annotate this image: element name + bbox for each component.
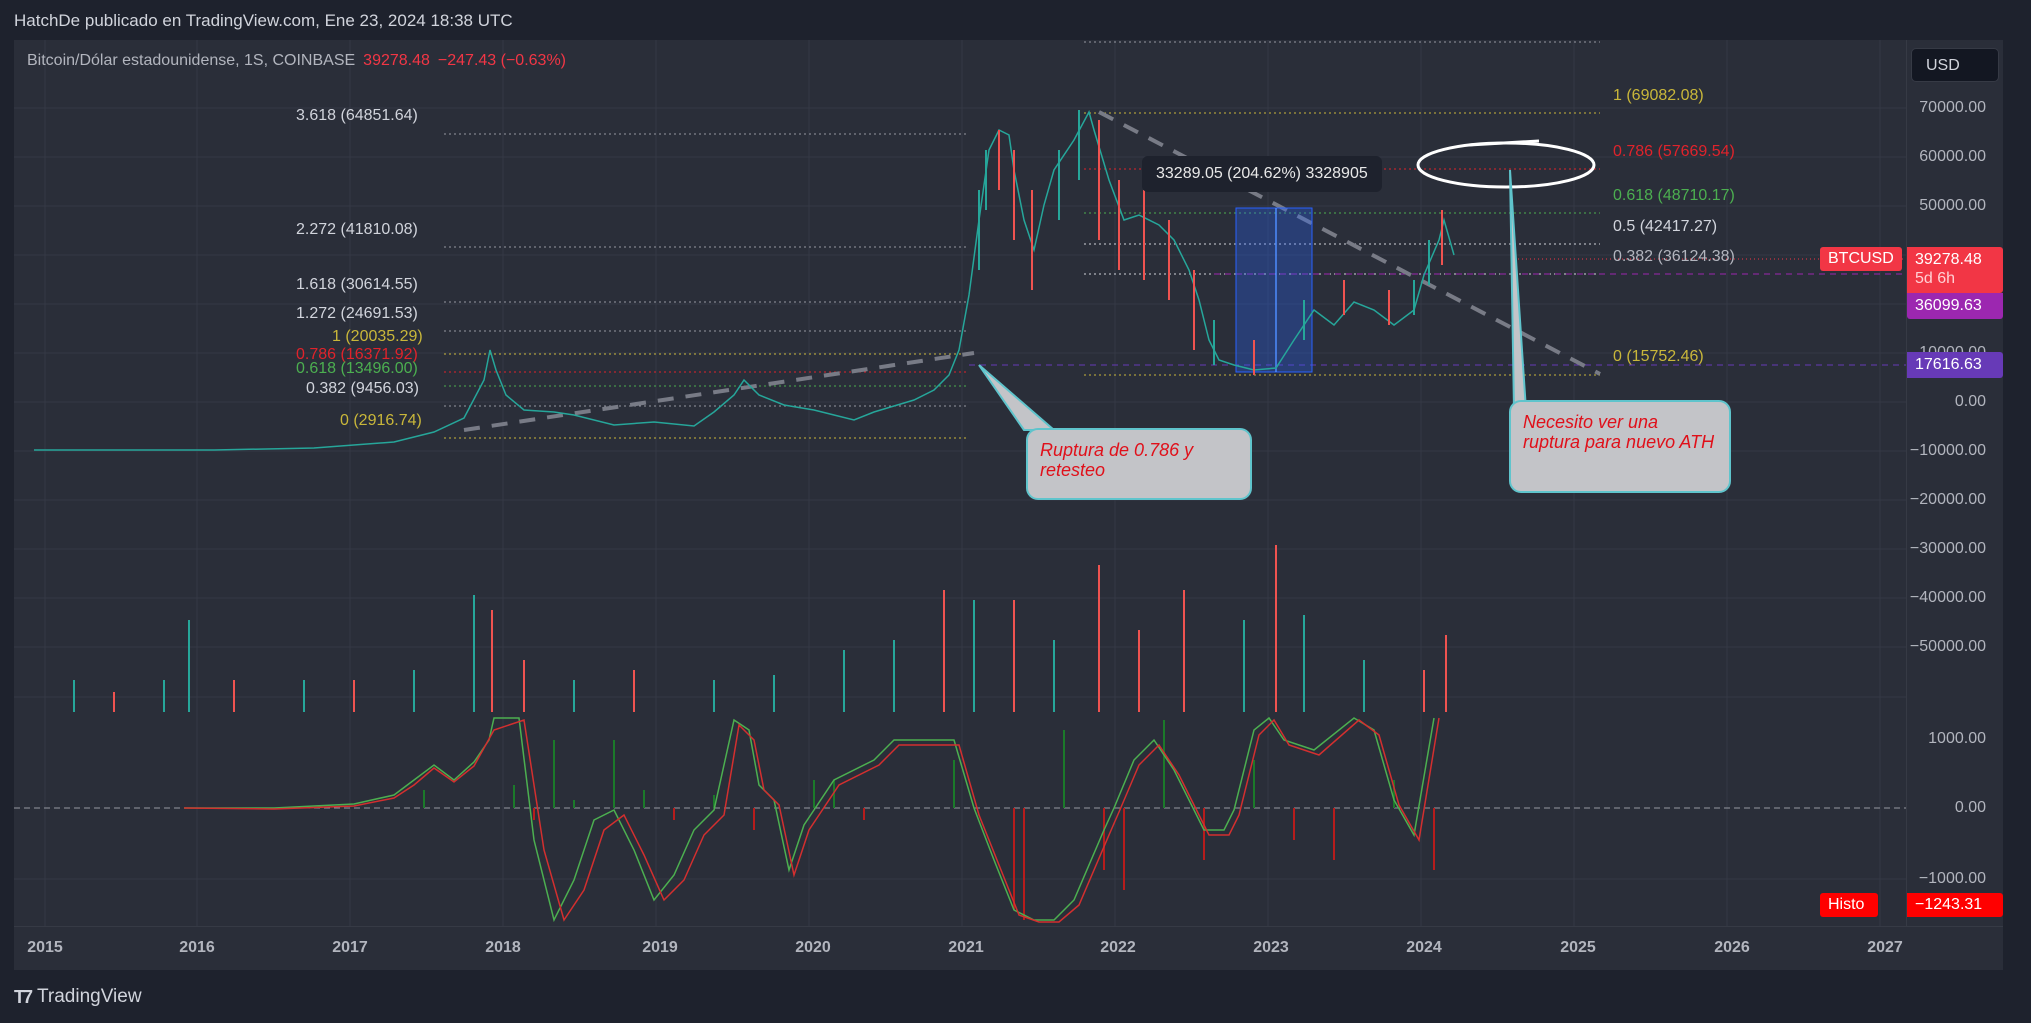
legend-price: 39278.48 [363,52,430,69]
time-tick: 2025 [1560,939,1596,956]
fib-ext-2272: 2.272 (41810.08) [296,221,418,238]
time-tick: 2027 [1867,939,1903,956]
macd-tick: 1000.00 [1928,730,1986,747]
fib-ret-0618: 0.618 (48710.17) [1613,187,1735,204]
bar-countdown: 5d 6h [1915,270,1956,287]
time-tick: 2017 [332,939,368,956]
fib-ext-3618: 3.618 (64851.64) [296,107,418,124]
brand-name: TradingView [37,986,142,1007]
time-tick: 2022 [1100,939,1136,956]
level-badge-purple: 36099.63 [1907,293,2003,319]
time-tick: 2021 [948,939,984,956]
annotation-callout-ath[interactable]: Necesito ver una ruptura para nuevo ATH [1509,400,1731,493]
time-tick: 2016 [179,939,215,956]
fib-ext-1618: 1.618 (30614.55) [296,276,418,293]
price-tick: 0.00 [1954,393,1986,410]
price-tick: 70000.00 [1919,99,1986,116]
level-badge-violet: 17616.63 [1907,352,2003,378]
legend-change: −247.43 (−0.63%) [437,52,566,69]
tradingview-brand[interactable]: T7 TradingView [14,986,142,1008]
time-axis[interactable]: 2015 2016 2017 2018 2019 2020 2021 2022 … [14,926,2003,971]
symbol-title: Bitcoin/Dólar estadounidense, 1S, COINBA… [27,52,356,69]
time-tick: 2015 [27,939,63,956]
last-price-badge: 39278.48 5d 6h [1907,247,2003,293]
macd-tick: −1000.00 [1918,870,1986,887]
macd-tick: 0.00 [1954,799,1986,816]
symbol-tag-badge: BTCUSD [1820,247,1902,271]
price-tick: −20000.00 [1909,491,1986,508]
histo-label-badge: Histo [1820,893,1878,917]
measure-tooltip: 33289.05 (204.62%) 3328905 [1142,156,1382,192]
price-tick: −50000.00 [1909,638,1986,655]
fib-ext-0786: 0.786 (16371.92) [296,346,418,363]
plot-area[interactable]: Bitcoin/Dólar estadounidense, 1S, COINBA… [14,40,1906,926]
chart-panel[interactable]: Bitcoin/Dólar estadounidense, 1S, COINBA… [14,40,2003,970]
fib-ext-1272: 1.272 (24691.53) [296,305,418,322]
price-tick: 50000.00 [1919,197,1986,214]
time-tick: 2019 [642,939,678,956]
fib-ext-0382: 0.382 (9456.03) [306,380,419,397]
histo-value-badge: −1243.31 [1907,893,2003,917]
tradingview-logo-icon: T7 [14,986,33,1007]
price-tick: −10000.00 [1909,442,1986,459]
fib-ret-0786: 0.786 (57669.54) [1613,143,1735,160]
time-tick: 2026 [1714,939,1750,956]
time-tick: 2024 [1406,939,1442,956]
annotation-callout-retest[interactable]: Ruptura de 0.786 y retesteo [1026,428,1252,500]
fib-ext-1: 1 (20035.29) [332,328,423,345]
fib-ret-1: 1 (69082.08) [1613,87,1704,104]
publisher-line: HatchDe publicado en TradingView.com, En… [14,11,513,30]
last-price-value: 39278.48 [1915,251,1982,268]
price-tick: −40000.00 [1909,589,1986,606]
fib-ext-0618: 0.618 (13496.00) [296,360,418,377]
price-tick: −30000.00 [1909,540,1986,557]
symbol-legend[interactable]: Bitcoin/Dólar estadounidense, 1S, COINBA… [27,52,566,70]
price-tick: 60000.00 [1919,148,1986,165]
fib-ext-0: 0 (2916.74) [340,412,422,429]
time-tick: 2018 [485,939,521,956]
fib-ret-05: 0.5 (42417.27) [1613,218,1718,235]
currency-button[interactable]: USD [1911,48,1999,82]
price-axis[interactable]: USD 70000.00 60000.00 50000.00 10000.00 … [1906,40,2004,926]
fib-ret-0: 0 (15752.46) [1613,348,1704,365]
chart-canvas [14,40,1906,926]
time-tick: 2020 [795,939,831,956]
time-tick: 2023 [1253,939,1289,956]
fib-ret-0382: 0.382 (36124.38) [1613,248,1735,265]
